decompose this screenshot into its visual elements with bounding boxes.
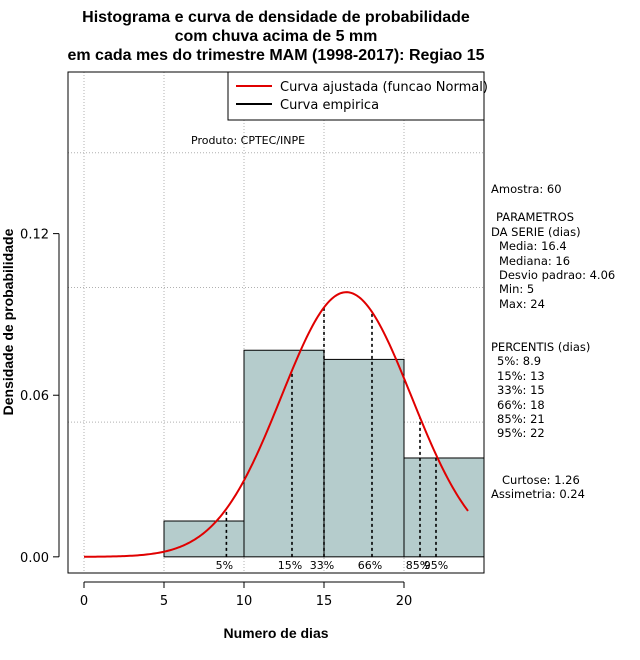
- stat-p66: 66%: 18: [497, 398, 545, 412]
- histogram-bar: [323, 358, 405, 558]
- stat-sd: Desvio padrao: 4.06: [499, 268, 615, 282]
- stat-min: Min: 5: [499, 282, 534, 296]
- y-tick-label: 0.00: [20, 551, 49, 566]
- params-title-1: PARAMETROS: [496, 210, 574, 224]
- axis-layer: 0 5 10 15 20 0.00 0.06 0.12: [20, 228, 412, 609]
- y-tick-label: 0.12: [20, 228, 49, 243]
- percentiles-title: PERCENTIS (dias): [491, 340, 590, 354]
- stat-p5: 5%: 8.9: [497, 354, 541, 368]
- fitted-normal-curve: [83, 291, 469, 558]
- histogram-bar: [243, 349, 325, 558]
- stat-kurtosis: Curtose: 1.26: [502, 473, 580, 487]
- x-tick-label: 0: [80, 594, 88, 609]
- percentile-label: 85%: [406, 559, 430, 572]
- stat-mean: Media: 16.4: [499, 239, 567, 253]
- stat-p33: 33%: 15: [497, 383, 545, 397]
- y-axis-label: Densidade de probabilidade: [0, 228, 16, 415]
- producer-label: Produto: CPTEC/INPE: [191, 134, 305, 147]
- stat-max: Max: 24: [499, 297, 545, 311]
- legend: Curva ajustada (funcao Normal) Curva emp…: [227, 71, 488, 121]
- sample-size: Amostra: 60: [491, 182, 562, 196]
- percentile-label: 5%: [216, 559, 233, 572]
- y-tick-label: 0.06: [20, 389, 49, 404]
- x-tick-label: 10: [236, 594, 253, 609]
- percentile-layer: 5% 15% 33% 66% 85%95%: [216, 307, 448, 572]
- histogram-bar: [403, 457, 485, 558]
- x-axis-label: Numero de dias: [223, 625, 328, 641]
- legend-empirical-label: Curva empirica: [280, 98, 379, 113]
- chart-title-line-3: em cada mes do trimestre MAM (1998-2017)…: [67, 47, 484, 64]
- chart-title-line-1: Histograma e curva de densidade de proba…: [82, 9, 470, 26]
- stats-panel: Amostra: 60 PARAMETROS DA SERIE (dias) M…: [491, 182, 615, 501]
- percentile-label: 33%: [310, 559, 334, 572]
- curve-layer: [83, 291, 469, 558]
- x-tick-label: 5: [160, 594, 168, 609]
- stat-p95: 95%: 22: [497, 426, 545, 440]
- x-tick-label: 20: [396, 594, 413, 609]
- stat-median: Mediana: 16: [499, 254, 570, 268]
- stat-p85: 85%: 21: [497, 412, 545, 426]
- percentile-label: 95%: [424, 559, 448, 572]
- stat-p15: 15%: 13: [497, 369, 545, 383]
- chart-title-line-2: com chuva acima de 5 mm: [175, 28, 378, 45]
- histogram-bar: [163, 520, 245, 558]
- legend-box: [227, 71, 485, 121]
- stat-skewness: Assimetria: 0.24: [491, 487, 585, 501]
- params-title-2: DA SERIE (dias): [491, 225, 581, 239]
- x-tick-label: 15: [316, 594, 333, 609]
- legend-fitted-label: Curva ajustada (funcao Normal): [280, 80, 488, 95]
- percentile-label: 15%: [278, 559, 302, 572]
- percentile-label: 66%: [358, 559, 382, 572]
